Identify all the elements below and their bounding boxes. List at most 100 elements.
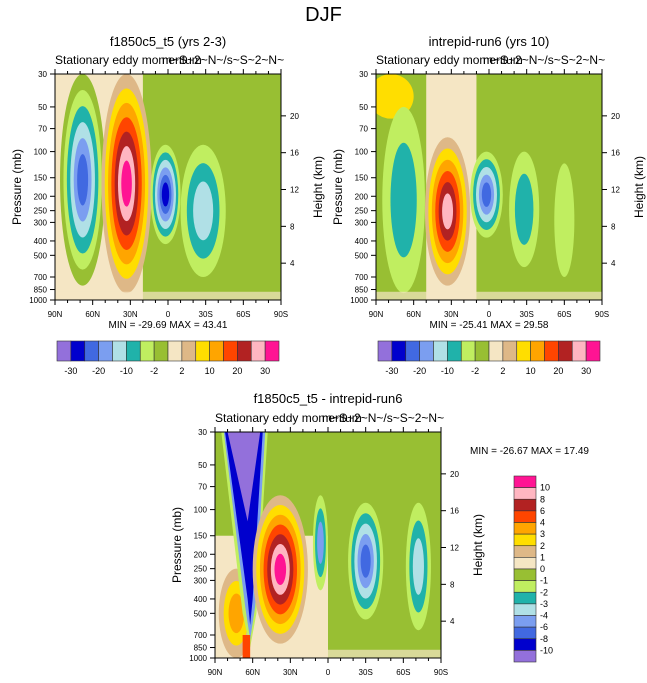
y2-tick-label: 20 (450, 470, 459, 479)
x-tick-label: 90N (48, 310, 63, 319)
panel-2-title: intrepid-run6 (yrs 10) (428, 34, 550, 49)
x-tick-label: 30N (283, 668, 298, 677)
y-tick-label: 200 (355, 192, 369, 201)
y2-tick-label: 4 (611, 259, 616, 268)
colorbar-box (513, 650, 537, 663)
colorbar-box (544, 340, 559, 362)
y-tick-label: 100 (194, 506, 208, 515)
panel-3-left-string: Stationary eddy momentum (215, 411, 362, 425)
y-tick-label: 250 (34, 207, 48, 216)
x-tick-label: 90S (595, 310, 609, 319)
x-tick-label: 60S (396, 668, 410, 677)
panel-1-stats: MIN = -29.69 MAX = 43.41 (108, 320, 228, 331)
x-tick-label: 60S (557, 310, 571, 319)
y2-tick-label: 12 (450, 544, 459, 553)
colorbar-label: 0 (540, 564, 545, 574)
colorbar-label: -30 (64, 366, 77, 376)
y-tick-label: 300 (355, 218, 369, 227)
y-tick-label: 70 (359, 125, 368, 134)
contour-positive (274, 553, 287, 586)
y-tick-label: 30 (198, 428, 207, 437)
colorbar-label: -2 (471, 366, 479, 376)
colorbar-box (488, 340, 504, 362)
colorbar-label: 2 (179, 366, 184, 376)
colorbar-label: -1 (540, 576, 548, 586)
y-tick-label: 70 (38, 125, 47, 134)
y-tick-label: 400 (355, 237, 369, 246)
colorbar-box (513, 580, 537, 593)
x-tick-label: 0 (326, 668, 331, 677)
colorbar-box (167, 340, 183, 362)
panel-3-title: f1850c5_t5 - intrepid-run6 (253, 391, 403, 406)
contour-negative (412, 538, 424, 595)
panel-2-left-string: Stationary eddy momentum (376, 53, 523, 67)
colorbar-box (237, 340, 252, 362)
y-tick-label: 850 (34, 286, 48, 295)
contour-region (55, 291, 281, 300)
x-tick-label: 0 (166, 310, 171, 319)
colorbar-label: 2 (540, 541, 545, 551)
y-tick-label: 50 (359, 103, 368, 112)
contour-negative (317, 521, 324, 564)
x-tick-label: 90N (208, 668, 223, 677)
y-tick-label: 850 (194, 644, 208, 653)
colorbar-box (98, 340, 113, 362)
colorbar-box (419, 340, 434, 362)
y-tick-label: 400 (194, 595, 208, 604)
colorbar-label: -2 (150, 366, 158, 376)
contour-negative (77, 154, 89, 206)
y2-tick-label: 20 (290, 112, 299, 121)
y2-tick-label: 16 (290, 149, 299, 158)
y2-tick-label: 4 (290, 259, 295, 268)
colorbar-label: -10 (441, 366, 454, 376)
colorbar-label: 4 (540, 518, 545, 528)
y2-tick-label: 12 (290, 186, 299, 195)
contour-negative (514, 173, 534, 245)
y2-tick-label: 8 (450, 580, 455, 589)
panel-1-left-string: Stationary eddy momentum (55, 53, 202, 67)
contour-region (328, 649, 441, 658)
y2-tick-label: 4 (450, 617, 455, 626)
colorbar-box (223, 340, 238, 362)
contour-field (376, 74, 602, 300)
figure-title: DJF (305, 4, 342, 26)
colorbar-label: 10 (526, 366, 536, 376)
colorbar-label: -20 (413, 366, 426, 376)
contour-positive (121, 160, 132, 207)
colorbar-box (502, 340, 518, 362)
colorbar-box (70, 340, 86, 362)
x-tick-label: 60S (236, 310, 250, 319)
y2-tick-label: 8 (290, 222, 295, 231)
y-tick-label: 1000 (29, 296, 47, 305)
contour-region (376, 291, 602, 300)
panel-2-right-string: m~S~2~N~/s~S~2~N~ (483, 53, 606, 67)
y-tick-label: 70 (198, 483, 207, 492)
x-tick-label: 90S (434, 668, 448, 677)
colorbar-box (513, 545, 537, 558)
y-tick-label: 150 (355, 174, 369, 183)
colorbar-box (84, 340, 99, 362)
y-tick-label: 300 (194, 576, 208, 585)
y2-tick-label: 8 (611, 222, 616, 231)
y-tick-label: 400 (34, 237, 48, 246)
colorbar-box (513, 510, 537, 523)
colorbar-label: 30 (581, 366, 591, 376)
colorbar-label: -10 (540, 645, 553, 655)
y-tick-label: 500 (355, 251, 369, 260)
contour-negative (360, 544, 371, 578)
colorbar-label: 1 (540, 552, 545, 562)
y-tick-label: 50 (38, 103, 47, 112)
colorbar-box (181, 340, 197, 362)
y-tick-label: 200 (34, 192, 48, 201)
colorbar-label: -30 (385, 366, 398, 376)
colorbar-label: -10 (120, 366, 133, 376)
colorbar-box (405, 340, 420, 362)
panel-1-y2label: Height (km) (311, 156, 325, 219)
colorbar-box (513, 533, 537, 547)
colorbar-box (513, 615, 537, 628)
colorbar-box (460, 340, 476, 362)
colorbar-box (56, 340, 72, 362)
contour-negative (193, 181, 214, 241)
